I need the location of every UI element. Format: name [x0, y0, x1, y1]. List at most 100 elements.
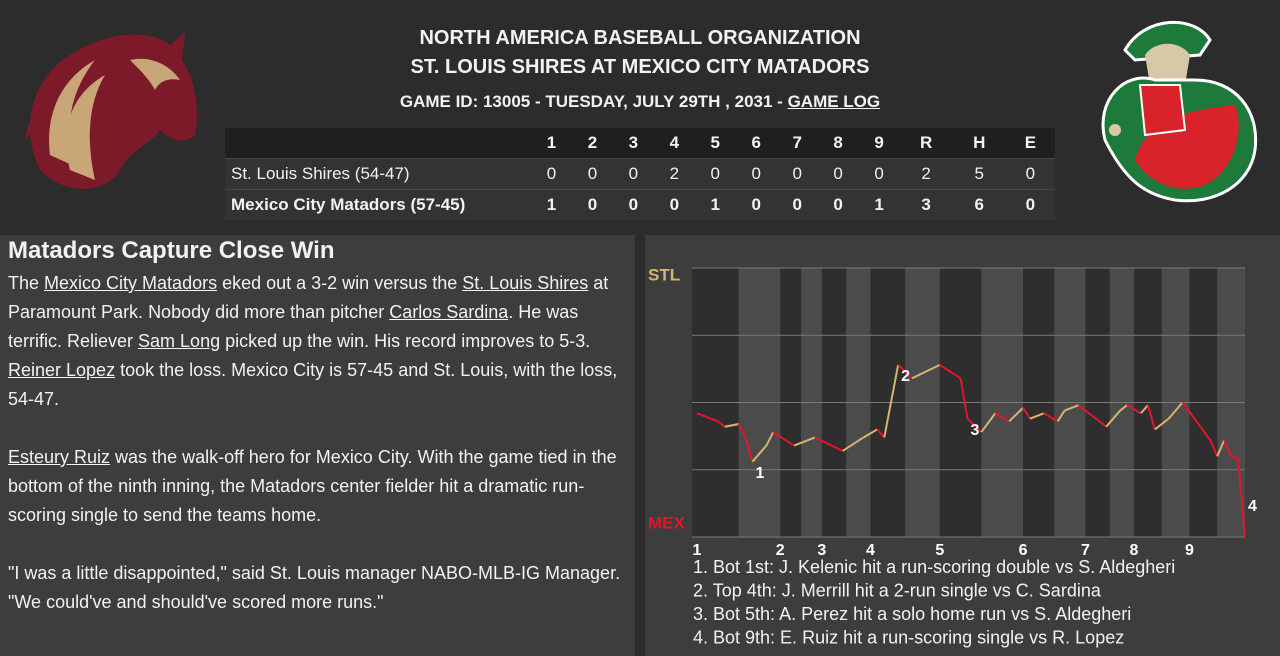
inning-label: 8 [1130, 542, 1139, 559]
score-cell: 0 [571, 189, 613, 220]
key-play: 1. Bot 1st: J. Kelenic hit a run-scoring… [693, 557, 1175, 577]
play-marker: 3 [971, 422, 980, 439]
line-segment [842, 436, 865, 452]
line-segment [897, 364, 913, 380]
team-name: St. Louis Shires (54-47) [225, 158, 531, 190]
line-segment [966, 417, 983, 433]
score-cell: 0 [612, 189, 654, 220]
line-segment [1195, 420, 1212, 441]
text: picked up the win. His record improves t… [220, 331, 591, 351]
line-segment [751, 444, 768, 463]
play-marker: 4 [1248, 498, 1257, 515]
line-segment [724, 423, 739, 428]
line-segment [1230, 455, 1239, 460]
line-segment [1154, 417, 1170, 431]
score-cell: 0 [1005, 158, 1055, 190]
line-segment [1091, 415, 1107, 428]
home-away-logo-left [25, 32, 197, 189]
league-title: NORTH AMERICA BASEBALL ORGANIZATION [419, 27, 861, 49]
score-cell: 3 [899, 189, 953, 220]
text: took the loss. Mexico City is 57-45 and … [8, 360, 618, 409]
column-label: R [899, 128, 953, 159]
score-cell: 0 [735, 158, 777, 190]
article-paragraph: Esteury Ruiz was the walk-off hero for M… [8, 443, 627, 530]
score-cell: 0 [612, 158, 654, 190]
score-cell: 0 [858, 158, 900, 190]
score-cell: 0 [735, 189, 777, 220]
line-segment [1181, 401, 1198, 422]
line-segment [696, 412, 719, 423]
top-team-label: STL [648, 265, 680, 284]
line-segment [939, 364, 962, 380]
score-cell: 0 [776, 158, 818, 190]
team-header [225, 128, 531, 159]
box-score: 1 2 3 4 5 6 7 8 9 R H E St. Louis Shires (54-47) 0 0 0 2… [225, 128, 1055, 220]
inning-label: 5 [935, 542, 944, 559]
column-label: 1 [531, 128, 572, 159]
score-cell: 0 [694, 158, 736, 190]
column-label: 2 [571, 128, 613, 159]
player-link[interactable]: Reiner Lopez [8, 360, 116, 380]
line-segment [717, 420, 726, 428]
line-segment [1216, 439, 1226, 457]
player-link[interactable]: Esteury Ruiz [8, 447, 111, 467]
line-segment [765, 431, 775, 446]
score-cell: 5 [952, 158, 1006, 190]
line-segment [1167, 401, 1184, 420]
line-segment [883, 364, 900, 438]
game-log-link[interactable]: GAME LOG [787, 92, 881, 111]
player-link[interactable]: St. Louis Shires [462, 273, 589, 293]
column-label: 9 [858, 128, 900, 159]
line-segment [1126, 404, 1142, 415]
article-title: Matadors Capture Close Win [8, 237, 335, 264]
text: "I was a little disappointed," said St. … [8, 563, 621, 612]
game-info: GAME ID: 13005 - TUESDAY, JULY 29TH , 20… [300, 92, 980, 112]
line-segment [1008, 407, 1024, 423]
column-label: 6 [735, 128, 777, 159]
article-paragraph: The Mexico City Matadors eked out a 3-2 … [8, 269, 627, 414]
matchup-title: ST. LOUIS SHIRES AT MEXICO CITY MATADORS [410, 56, 870, 78]
inning-label: 1 [693, 542, 702, 559]
article: Matadors Capture Close Win The Mexico Ci… [0, 235, 635, 656]
line-segment [1119, 404, 1128, 412]
line-segment [1077, 404, 1094, 417]
line-segment [1043, 412, 1059, 423]
inning-label: 4 [866, 542, 875, 559]
line-segment [959, 378, 969, 419]
inning-label: 7 [1081, 542, 1090, 559]
score-cell: 0 [817, 158, 859, 190]
score-cell: 0 [571, 158, 613, 190]
player-link[interactable]: Sam Long [138, 331, 221, 351]
player-link[interactable]: Mexico City Matadors [44, 273, 218, 293]
line-segment [1105, 409, 1121, 428]
text: The [8, 273, 45, 293]
text: at Paramount Park. Nobody did more than … [8, 273, 609, 322]
line-segment [1029, 412, 1045, 420]
key-play: 3. Bot 5th: A. Perez hit a solo home run… [693, 604, 1131, 624]
key-play: 2. Top 4th: J. Merrill hit a 2-run singl… [693, 580, 1102, 600]
text: was the walk-off hero for Mexico City. W… [8, 447, 617, 525]
team-name: Mexico City Matadors (57-45) [225, 189, 531, 220]
game-id: GAME ID: 13005 - TUESDAY, JULY 29TH , 20… [399, 92, 788, 111]
column-label: 5 [694, 128, 736, 159]
text: eked out a 3-2 win versus the [217, 273, 463, 293]
line-segment [793, 436, 816, 447]
line-segment [980, 412, 997, 433]
line-segment [744, 437, 754, 462]
line-segment [1022, 407, 1031, 420]
bottom-team-label: MEX [648, 513, 686, 532]
box-row: St. Louis Shires (54-47) 0 0 0 2 0 0 0 0 0 2 5 0 [225, 158, 1055, 190]
score-cell: 0 [653, 189, 695, 220]
player-link[interactable]: Carlos Sardina [389, 302, 509, 322]
inning-label: 9 [1185, 542, 1194, 559]
line-segment [911, 363, 941, 380]
column-label: 7 [776, 128, 818, 159]
text: . He was terrific. Reliever [8, 302, 579, 351]
column-label: 8 [817, 128, 859, 159]
score-cell: 6 [952, 189, 1006, 220]
inning-label: 6 [1019, 542, 1028, 559]
inning-label: 2 [776, 542, 785, 559]
